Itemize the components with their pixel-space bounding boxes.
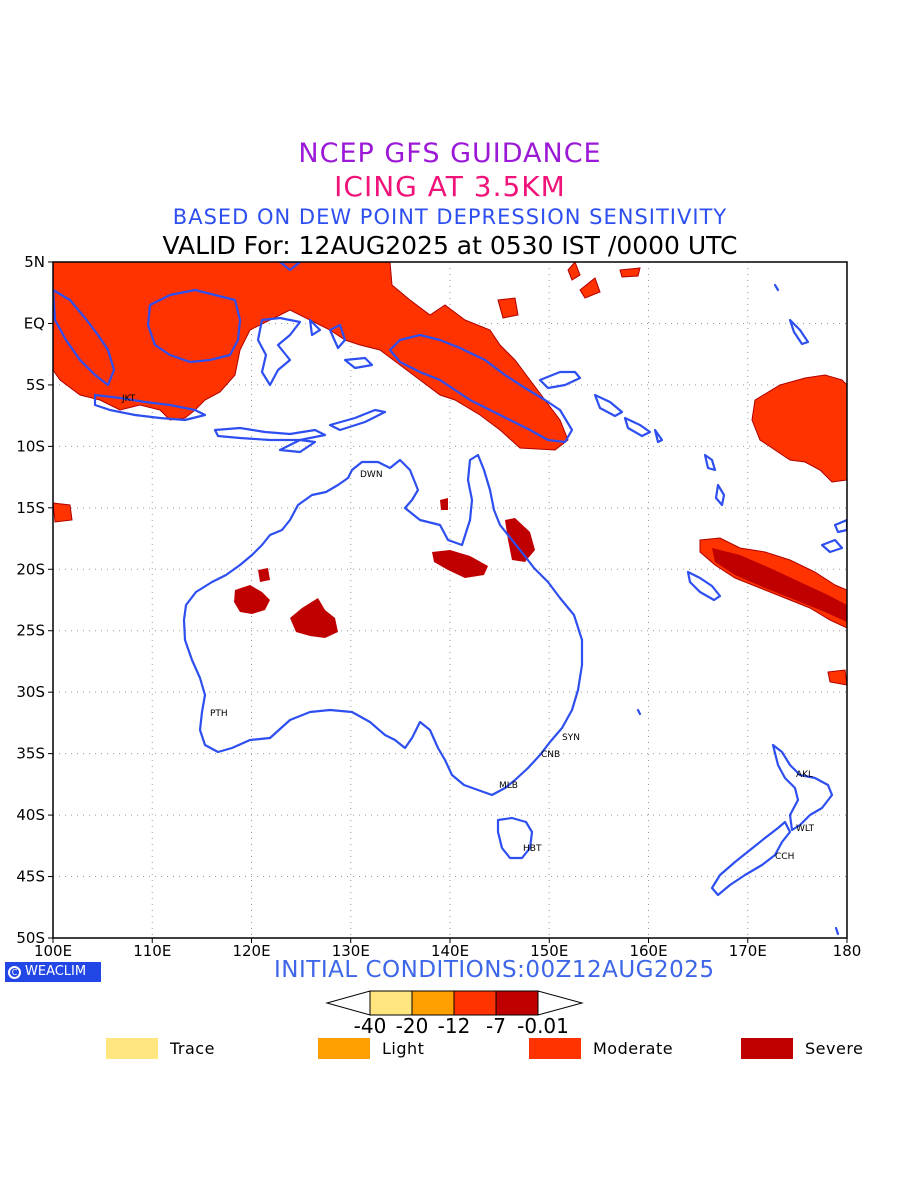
colorbar-label: -20 xyxy=(395,1014,429,1038)
coastlines xyxy=(53,262,847,936)
title-valid-time: VALID For: 12AUG2025 at 0530 IST /0000 U… xyxy=(162,231,738,260)
title-parameter: ICING AT 3.5KM xyxy=(334,170,566,203)
lon-tick-label: 150E xyxy=(530,942,568,960)
legend-label: Trace xyxy=(170,1038,215,1058)
lat-tick-label: EQ xyxy=(24,314,45,332)
legend-label: Light xyxy=(382,1038,425,1058)
legend-label: Severe xyxy=(805,1038,864,1058)
legend-swatch xyxy=(741,1037,793,1059)
legend-trace: Trace xyxy=(106,1036,215,1060)
colorbar-severe xyxy=(495,990,539,1016)
station-akl: AKL xyxy=(796,770,813,780)
lon-tick-label: 120E xyxy=(232,942,270,960)
icing-moderate-areas xyxy=(53,262,847,686)
legend-swatch xyxy=(106,1037,158,1059)
legend-severe: Severe xyxy=(741,1036,863,1060)
map-axes xyxy=(48,261,848,943)
station-pth: PTH xyxy=(210,709,228,719)
longitude-labels: 100E 110E 120E 130E 140E 150E 160E 170E 180 xyxy=(34,942,861,960)
lat-tick-label: 50S xyxy=(16,929,45,947)
title-method: BASED ON DEW POINT DEPRESSION SENSITIVIT… xyxy=(172,205,728,229)
lon-tick-label: 180 xyxy=(833,942,862,960)
station-jkt: JKT xyxy=(121,394,136,404)
legend-light: Light xyxy=(318,1036,424,1060)
colorbar-left-arrow xyxy=(325,990,371,1016)
weaclim-logo: C WEACLIM xyxy=(5,962,101,982)
initial-conditions: INITIAL CONDITIONS:00Z12AUG2025 xyxy=(274,957,715,983)
colorbar-trace xyxy=(369,990,413,1016)
station-hbt: HBT xyxy=(523,844,542,854)
lon-tick-label: 140E xyxy=(431,942,469,960)
station-syn: SYN xyxy=(562,733,580,743)
title-model: NCEP GFS GUIDANCE xyxy=(298,138,602,169)
colorbar xyxy=(325,990,584,1016)
copyright-icon: C xyxy=(8,965,21,979)
lat-tick-label: 10S xyxy=(16,437,45,455)
lon-tick-label: 160E xyxy=(629,942,667,960)
colorbar-light xyxy=(411,990,455,1016)
colorbar-moderate xyxy=(453,990,497,1016)
icing-severe-areas xyxy=(234,498,847,638)
station-labels: JKT DWN PTH SYN CNB MLB HBT AKL WLT CCH xyxy=(121,394,815,862)
legend-swatch xyxy=(529,1037,581,1059)
lat-tick-label: 5S xyxy=(26,376,45,394)
station-cnb: CNB xyxy=(541,750,560,760)
lon-tick-label: 130E xyxy=(332,942,370,960)
lat-tick-label: 15S xyxy=(16,499,45,517)
legend-label: Moderate xyxy=(593,1038,674,1058)
lat-tick-label: 20S xyxy=(16,560,45,578)
lon-tick-label: 100E xyxy=(34,942,72,960)
station-mlb: MLB xyxy=(499,781,518,791)
station-dwn: DWN xyxy=(360,470,383,480)
colorbar-label: -0.01 xyxy=(517,1014,569,1038)
badge-text: WEACLIM xyxy=(25,964,87,979)
colorbar-label: -40 xyxy=(353,1014,387,1038)
legend-swatch xyxy=(318,1037,370,1059)
legend-moderate: Moderate xyxy=(529,1036,673,1060)
lat-tick-label: 35S xyxy=(16,745,45,763)
lat-tick-label: 5N xyxy=(24,253,45,271)
colorbar-label: -12 xyxy=(437,1014,471,1038)
station-wlt: WLT xyxy=(796,824,815,834)
station-cch: CCH xyxy=(775,852,794,862)
colorbar-label: -7 xyxy=(486,1014,506,1038)
lat-tick-label: 30S xyxy=(16,683,45,701)
colorbar-right-arrow xyxy=(537,990,584,1016)
latitude-labels: 5N EQ 5S 10S 15S 20S 25S 30S 35S 40S 45S 50S xyxy=(16,253,45,947)
lat-tick-label: 40S xyxy=(16,806,45,824)
lat-tick-label: 45S xyxy=(16,868,45,886)
lon-tick-label: 110E xyxy=(133,942,171,960)
lat-tick-label: 25S xyxy=(16,622,45,640)
lon-tick-label: 170E xyxy=(729,942,767,960)
